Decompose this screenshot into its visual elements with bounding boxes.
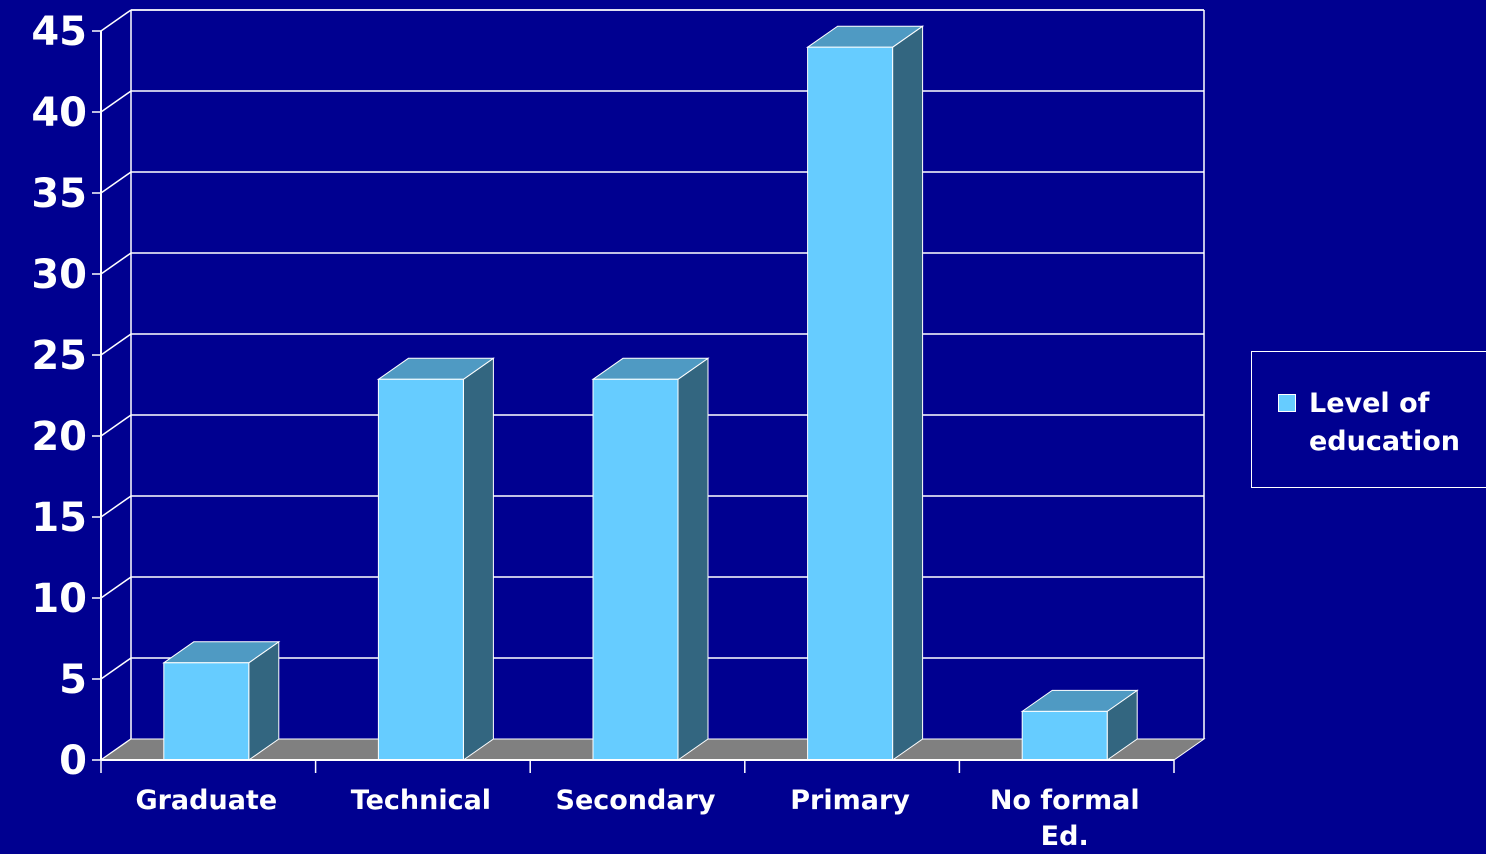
y-tick-label: 15 [31, 495, 87, 541]
wall-gridline [100, 414, 132, 437]
bar-side [892, 25, 924, 761]
legend-label: Level of education [1309, 388, 1461, 457]
x-tick-label: Graduate [135, 785, 277, 816]
y-tick-label: 0 [59, 738, 87, 784]
y-tick-label: 5 [59, 657, 87, 703]
wall-gridline [100, 495, 132, 518]
bar-front [592, 378, 679, 761]
x-tick-label: No formal Ed. [990, 785, 1140, 852]
bar-front [1021, 710, 1108, 761]
bar [376, 357, 495, 761]
bar-side [677, 357, 709, 761]
bar-side [462, 357, 494, 761]
wall-gridline [100, 576, 132, 599]
bar [1020, 689, 1139, 761]
y-tick-label: 20 [31, 414, 87, 460]
y-tick-label: 40 [31, 90, 87, 136]
wall-gridline [100, 9, 132, 32]
y-tick-label: 35 [31, 171, 87, 217]
wall-gridline [100, 171, 132, 194]
y-tick-label: 10 [31, 576, 87, 622]
bars [162, 25, 1139, 761]
chart-legend: Level of education [1251, 351, 1486, 488]
wall-gridline [100, 252, 132, 275]
legend-swatch [1278, 394, 1296, 412]
bar [806, 25, 925, 761]
bar-front [807, 46, 894, 761]
axis-labels: 0 5 10 15 20 25 30 35 40 45 Graduate Technical Secon… [31, 9, 1139, 852]
wall-gridline [100, 657, 132, 680]
bar-front [377, 378, 464, 761]
chart-frame [99, 9, 1206, 761]
y-tick-label: 45 [31, 9, 87, 55]
bar-front [163, 662, 250, 761]
wall-gridline [100, 333, 132, 356]
y-tick-label: 25 [31, 333, 87, 379]
x-tick-label: Primary [790, 785, 910, 816]
bar [162, 640, 281, 761]
x-tick-label: Secondary [556, 785, 716, 816]
wall-gridline [100, 90, 132, 113]
axes [92, 30, 1175, 773]
x-tick-label: Technical [351, 785, 491, 816]
bar [591, 357, 710, 761]
y-tick-label: 30 [31, 252, 87, 298]
